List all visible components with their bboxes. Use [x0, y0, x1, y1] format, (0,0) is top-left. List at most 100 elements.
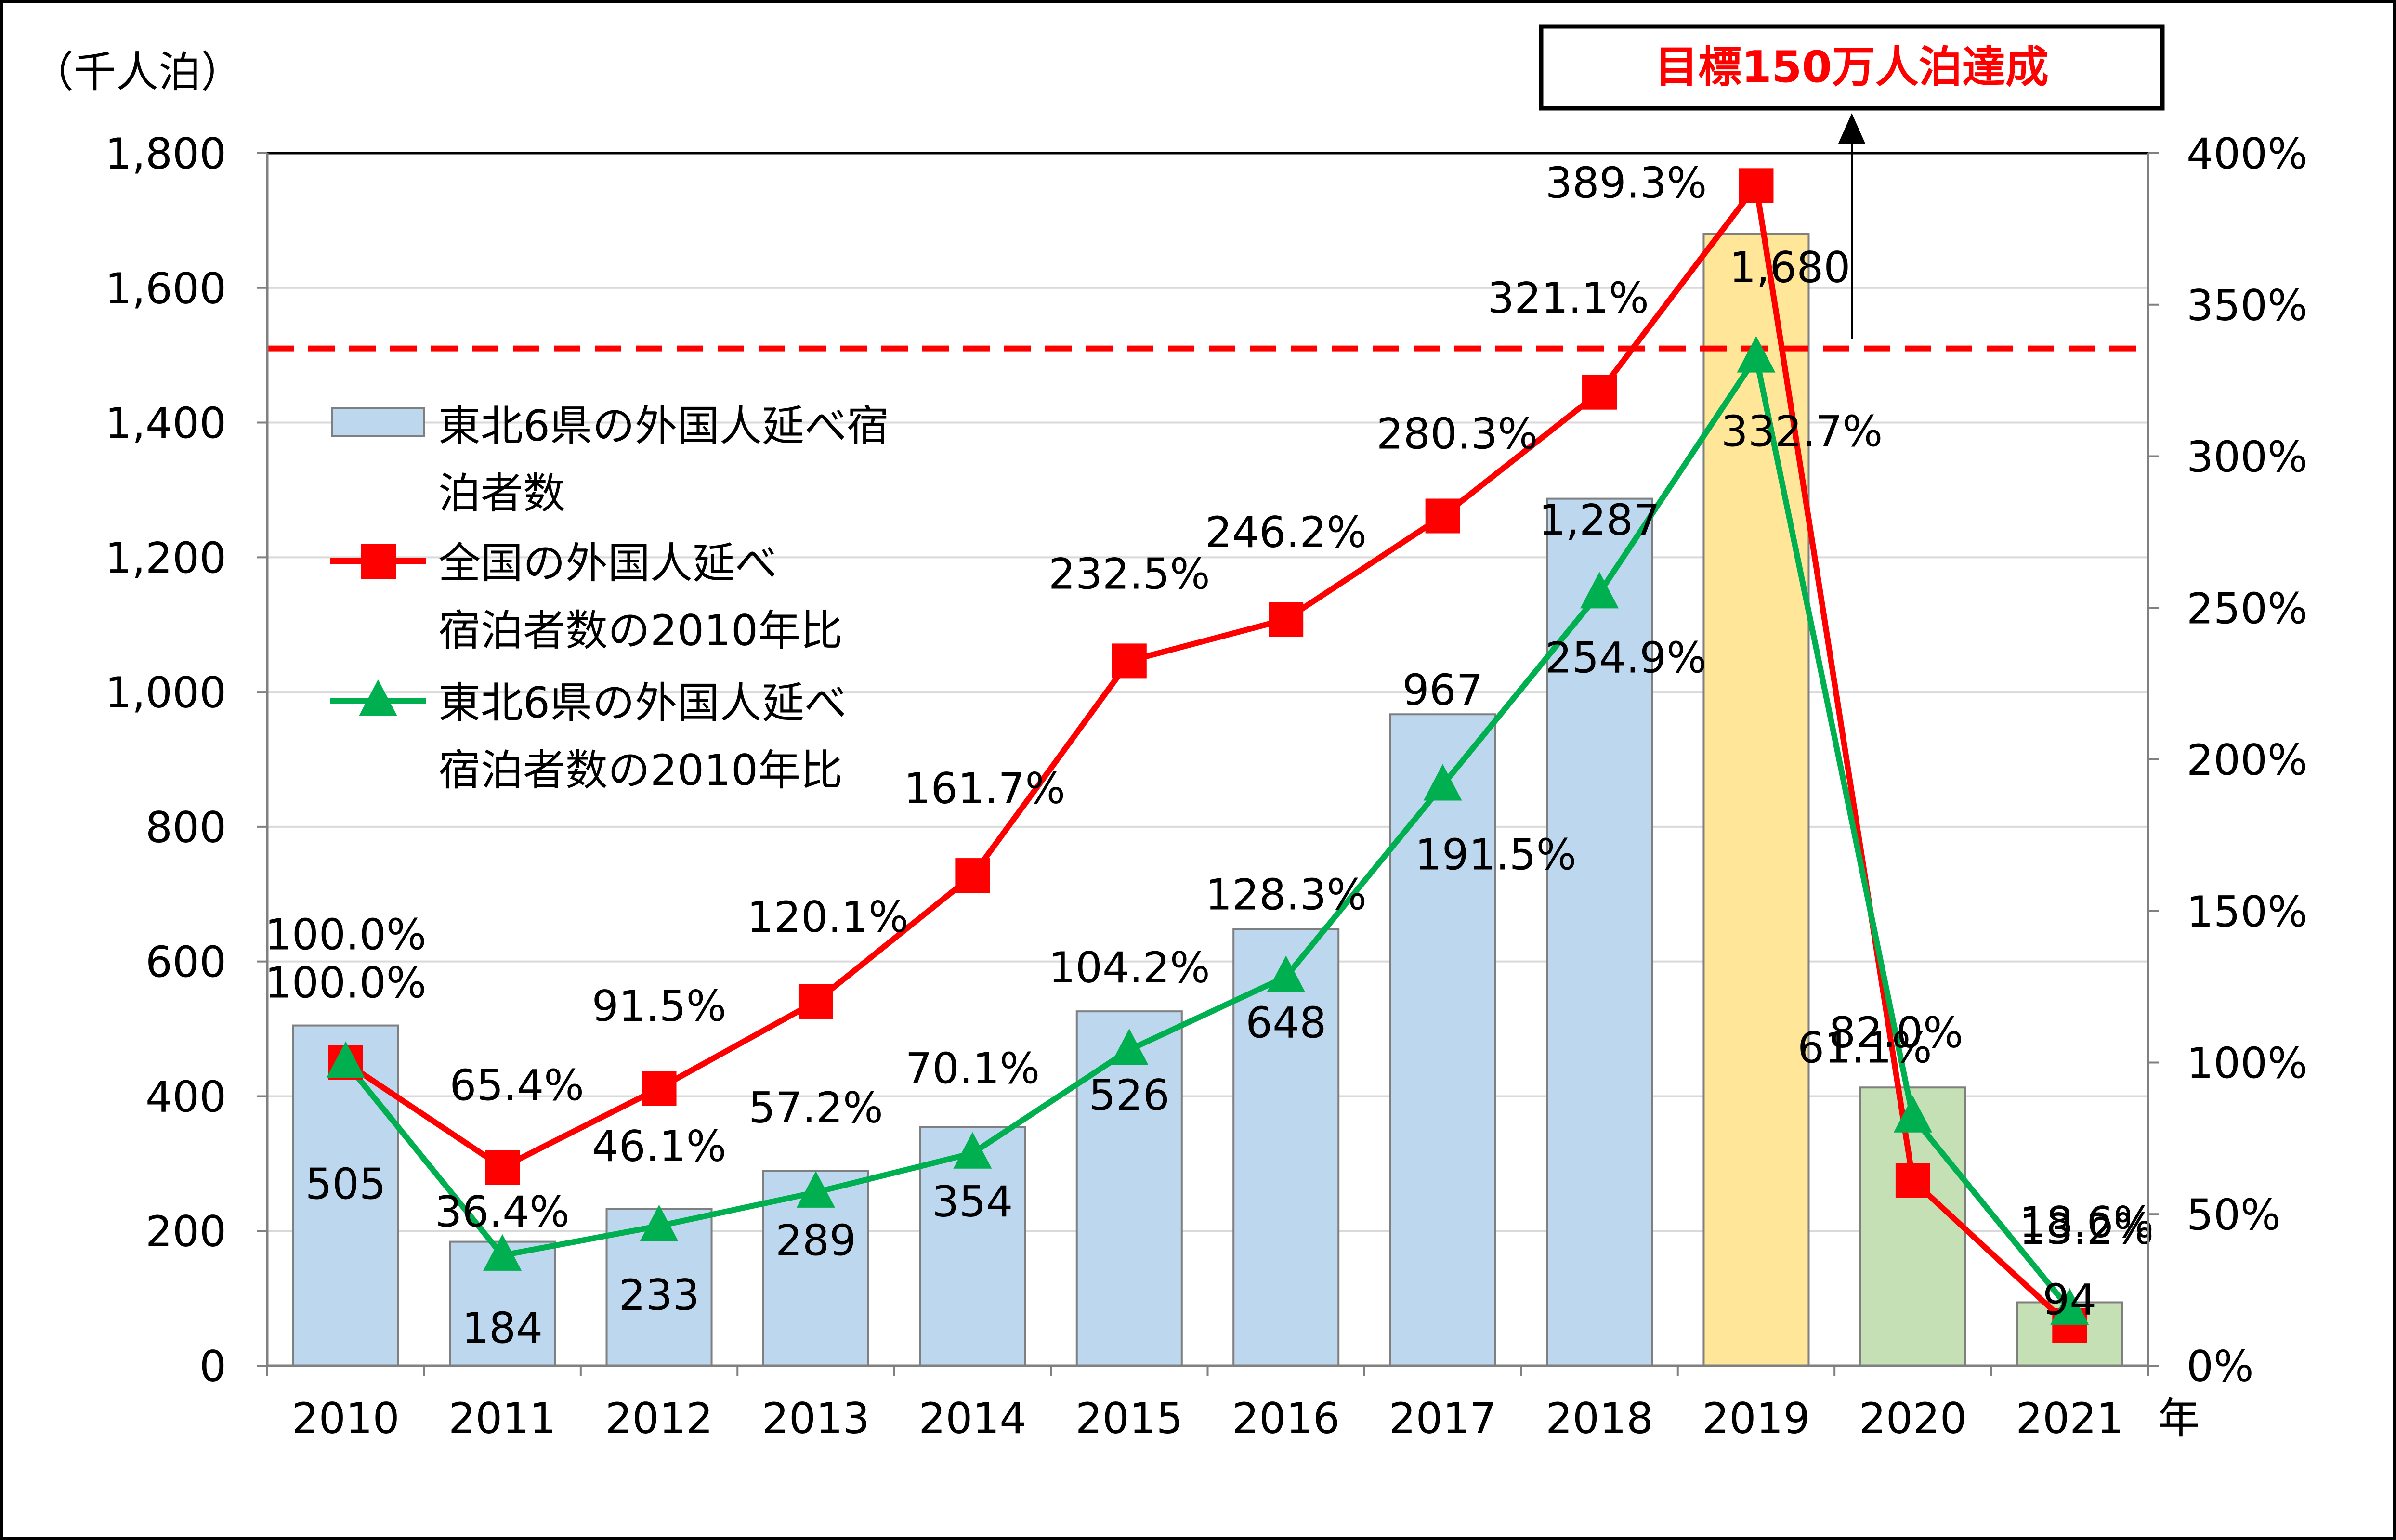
bar-layer	[292, 233, 2123, 1367]
red-series-value-label: 120.1%	[747, 892, 909, 942]
green-series-marker	[2050, 1288, 2089, 1325]
green-series-marker	[1737, 336, 1776, 373]
bar-value-label: 526	[1089, 1070, 1170, 1120]
green-series-marker	[1423, 764, 1462, 801]
red-series-value-label: 321.1%	[1487, 274, 1649, 323]
legend-swatch-red-marker	[361, 544, 396, 579]
red-series-value-label: 65.4%	[449, 1060, 584, 1110]
green-series-value-label: 128.3%	[1205, 870, 1367, 919]
right-axis-tick-label: 50%	[2187, 1190, 2281, 1240]
red-series-marker	[798, 984, 833, 1019]
green-series-value-label: 82.0%	[1829, 1008, 1964, 1057]
red-series-value-label: 91.5%	[592, 981, 727, 1031]
legend-layer: 東北6県の外国人延べ宿泊者数全国の外国人延べ宿泊者数の2010年比東北6県の外国…	[330, 401, 889, 795]
x-axis-tick-label: 2011	[448, 1394, 556, 1443]
left-axis-tick-label: 800	[145, 803, 226, 852]
line-layer	[326, 168, 2089, 1343]
green-series-marker	[796, 1171, 835, 1208]
red-series-marker	[642, 1071, 677, 1106]
right-axis-tick-label: 100%	[2187, 1039, 2308, 1088]
red-series-value-label: 232.5%	[1048, 549, 1210, 599]
x-axis-tick-label: 2010	[292, 1394, 400, 1443]
red-series-value-label: 13.2%	[2019, 1204, 2154, 1254]
bar	[1389, 713, 1496, 1367]
red-series-value-label: 389.3%	[1545, 158, 1707, 208]
green-series-marker	[326, 1041, 365, 1078]
bar-value-label: 184	[462, 1304, 543, 1353]
green-series-value-label: 36.4%	[435, 1187, 570, 1237]
right-axis-tick-label: 350%	[2187, 281, 2308, 330]
x-axis-tick-label: 2014	[918, 1394, 1026, 1443]
legend-swatch-bar	[331, 407, 425, 437]
right-axis-tick-label: 200%	[2187, 735, 2308, 785]
bar-value-label: 233	[619, 1270, 700, 1320]
red-series-value-label: 61.1%	[1797, 1023, 1932, 1072]
green-series-marker	[1893, 1096, 1932, 1133]
left-axis-tick-label: 1,600	[105, 264, 226, 313]
x-axis-unit-label: 年	[2158, 1394, 2200, 1443]
x-axis-tick-label: 2017	[1389, 1394, 1497, 1443]
right-axis-tick-label: 250%	[2187, 584, 2308, 633]
legend-label: 泊者数	[438, 469, 565, 518]
green-series-marker	[1267, 955, 1306, 992]
red-series-marker	[955, 858, 990, 893]
label-layer: 505 184 233 289 354 526 648 967 1,287 1,680 94 100.…	[265, 158, 2154, 1353]
red-series-value-label: 246.2%	[1205, 508, 1367, 557]
left-axis-tick-label: 1,200	[105, 533, 226, 583]
green-series-value-label: 332.7%	[1721, 407, 1883, 457]
bar-value-label: 1,287	[1539, 496, 1660, 545]
green-series-marker	[1580, 572, 1619, 609]
red-series-value-label: 280.3%	[1376, 409, 1538, 459]
green-series-value-label: 18.6%	[2019, 1198, 2154, 1247]
red-series-marker	[1425, 498, 1460, 534]
target-arrow-head	[1838, 113, 1865, 144]
green-series-line	[343, 354, 2072, 1311]
legend-label: 東北6県の外国人延べ宿	[438, 401, 889, 451]
green-series-marker	[1110, 1029, 1149, 1066]
x-axis-tick-label: 2021	[2016, 1394, 2123, 1443]
green-series-value-label: 191.5%	[1415, 830, 1577, 880]
green-series-value-label: 57.2%	[748, 1083, 883, 1133]
legend-label: 全国の外国人延べ	[438, 538, 777, 588]
target-annotation-box	[1539, 24, 2165, 111]
legend-label: 宿泊者数の2010年比	[438, 606, 843, 655]
target-layer: 目標150万人泊達成	[267, 24, 2165, 352]
y-axis-unit-label: （千人泊）	[31, 47, 243, 97]
bar-value-label: 1,680	[1729, 243, 1850, 292]
bar	[1546, 497, 1653, 1367]
left-axis-tick-label: 1,800	[105, 129, 226, 179]
legend-label: 東北6県の外国人延べ	[438, 678, 847, 728]
red-series-value-label: 161.7%	[904, 764, 1066, 813]
bar-value-label: 505	[305, 1160, 386, 1209]
target-annotation-text: 目標150万人泊達成	[1655, 42, 2049, 92]
left-axis-tick-label: 1,000	[105, 668, 226, 718]
right-axis-tick-label: 300%	[2187, 432, 2308, 482]
red-series-marker	[1112, 643, 1147, 679]
red-series-marker	[1582, 375, 1617, 410]
red-series-marker	[1739, 168, 1774, 203]
bar-value-label: 354	[932, 1177, 1013, 1227]
x-axis-tick-label: 2012	[605, 1394, 713, 1443]
red-series-marker	[1895, 1163, 1930, 1198]
x-axis-tick-label: 2018	[1545, 1394, 1653, 1443]
legend-swatch-green-marker	[359, 679, 397, 716]
left-axis-tick-label: 600	[145, 938, 226, 987]
legend-label: 宿泊者数の2010年比	[438, 745, 843, 795]
bar-value-label: 967	[1402, 665, 1483, 715]
bar-value-label: 648	[1245, 998, 1326, 1048]
green-series-value-label: 104.2%	[1048, 943, 1210, 992]
left-axis-tick-label: 400	[145, 1072, 226, 1122]
right-axis-tick-label: 150%	[2187, 887, 2308, 937]
right-axis-tick-label: 400%	[2187, 129, 2308, 179]
green-series-value-label: 70.1%	[905, 1044, 1040, 1094]
x-axis-tick-label: 2015	[1075, 1394, 1183, 1443]
bar	[1075, 1010, 1183, 1367]
red-series-line	[344, 183, 2072, 1328]
red-series-value-label: 100.0%	[265, 910, 427, 960]
green-series-marker	[640, 1204, 679, 1241]
green-series-marker	[483, 1234, 522, 1271]
x-axis-tick-label: 2019	[1702, 1394, 1810, 1443]
